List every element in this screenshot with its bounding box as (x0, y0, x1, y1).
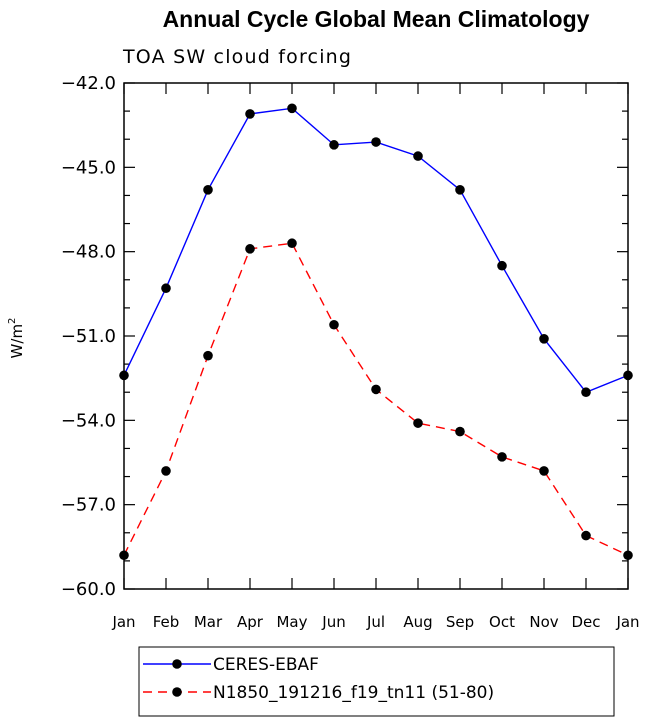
data-point (245, 109, 255, 119)
x-tick-label: Jul (366, 613, 385, 631)
x-tick-label: Dec (571, 613, 600, 631)
x-tick-label: Aug (403, 613, 432, 631)
plot-frame (123, 82, 629, 590)
y-tick-label: −60.0 (61, 579, 116, 600)
chart-title: Annual Cycle Global Mean Climatology (163, 6, 590, 32)
data-point (413, 418, 423, 428)
chart-subtitle: TOA SW cloud forcing (122, 46, 352, 68)
data-point (119, 550, 129, 561)
series-line (123, 242, 629, 556)
data-point (581, 387, 591, 398)
y-tick-label: −42.0 (61, 73, 116, 94)
legend-marker (172, 659, 182, 669)
data-point (623, 550, 633, 561)
y-tick-label: −54.0 (61, 410, 116, 431)
data-point (161, 283, 171, 294)
data-point (371, 137, 381, 147)
legend-marker (172, 687, 182, 697)
y-tick-label: −45.0 (61, 157, 116, 178)
series-layer (119, 103, 633, 561)
y-tick-label: −51.0 (61, 326, 116, 347)
data-point (161, 466, 171, 476)
x-tick-label: Nov (529, 613, 558, 631)
data-point (287, 103, 297, 114)
data-point (371, 384, 381, 395)
y-tick-label: −48.0 (61, 242, 116, 263)
data-point (413, 151, 423, 161)
x-tick-label: Jan (615, 613, 639, 631)
data-point (245, 244, 255, 254)
data-point (455, 185, 465, 195)
data-point (203, 185, 213, 195)
x-tick-label: Jan (111, 613, 135, 631)
data-point (329, 140, 339, 150)
legend-box (138, 646, 615, 717)
x-axis: Jan Feb Mar Apr May Jun Jul Aug Sep Oct Nov Dec Jan (111, 83, 640, 631)
y-axis-label: W/m2 (7, 318, 26, 359)
x-tick-label: Mar (194, 613, 223, 631)
y-axis-label-exponent: 2 (7, 318, 18, 324)
data-point (287, 238, 297, 249)
data-point (539, 466, 549, 476)
y-axis-label-unit: W/m (8, 324, 26, 359)
legend-label: N1850_191216_f19_tn11 (51-80) (213, 683, 494, 703)
x-tick-label: Sep (446, 613, 474, 631)
data-point (497, 260, 507, 271)
series-line (123, 107, 629, 394)
data-point (623, 370, 633, 381)
x-tick-label: Apr (237, 613, 264, 631)
data-point (203, 350, 213, 361)
data-point (455, 426, 465, 437)
legend-label: CERES-EBAF (213, 655, 319, 675)
legend: CERES-EBAF N1850_191216_f19_tn11 (51-80) (138, 646, 615, 717)
x-tick-label: Oct (489, 613, 515, 631)
data-point (119, 370, 129, 381)
x-tick-label: May (276, 613, 307, 631)
y-axis: −42.0 −45.0 −48.0 −51.0 −54.0 −57.0 −60.0 (61, 73, 628, 600)
data-point (329, 319, 339, 330)
x-tick-label: Feb (153, 613, 180, 631)
data-point (539, 334, 549, 344)
legend-items: CERES-EBAF N1850_191216_f19_tn11 (51-80) (143, 655, 494, 703)
data-point (581, 530, 591, 541)
y-tick-label: −57.0 (61, 495, 116, 516)
data-point (497, 452, 507, 462)
x-tick-label: Jun (321, 613, 345, 631)
